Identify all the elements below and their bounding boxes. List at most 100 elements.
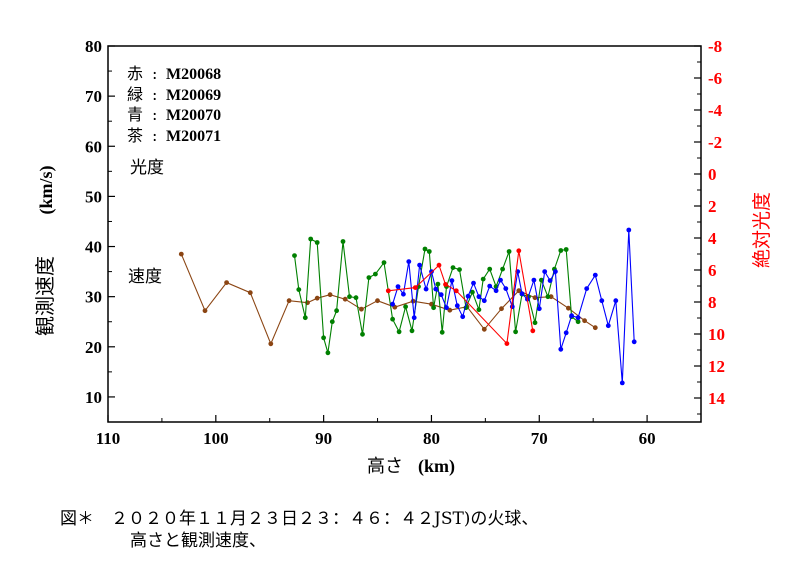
data-point-m20071 <box>375 298 380 304</box>
data-point-m20069 <box>532 320 538 326</box>
data-point-m20071 <box>314 295 320 301</box>
data-point-m20069 <box>480 276 486 282</box>
data-point-m20069 <box>506 249 512 254</box>
data-point-m20069 <box>325 350 331 356</box>
data-point-m20070 <box>613 298 619 304</box>
legend-sep: : <box>152 64 157 83</box>
x-axis-label-main: 高さ <box>367 456 403 477</box>
data-point-m20069 <box>390 316 395 322</box>
data-point-m20070 <box>619 380 625 386</box>
x-axis-label: 高さ (km) <box>367 456 455 477</box>
y2-tick-label: -2 <box>708 133 722 152</box>
legend-sep: : <box>152 126 157 145</box>
legend-label: 青 <box>127 105 143 124</box>
data-point-m20070 <box>433 286 439 292</box>
data-point-m20069 <box>487 266 493 272</box>
data-point-m20069 <box>302 315 308 321</box>
x-tick-label: 70 <box>531 429 548 448</box>
data-point-m20069 <box>470 289 475 295</box>
data-point-m20069 <box>314 240 320 245</box>
data-point-m20071 <box>447 307 453 313</box>
data-point-m20070 <box>503 286 509 291</box>
data-point-m20068 <box>436 262 442 268</box>
data-point-m20069 <box>321 335 326 341</box>
data-point-m20070 <box>599 298 605 304</box>
data-point-m20070 <box>626 227 632 233</box>
data-point-m20071 <box>224 280 230 285</box>
data-point-m20070 <box>563 330 569 336</box>
data-point-m20069 <box>292 253 297 258</box>
data-point-m20071 <box>481 326 487 332</box>
y2-tick-label: 8 <box>708 293 717 312</box>
y-tick-label: 80 <box>85 37 102 56</box>
data-point-m20071 <box>582 318 587 324</box>
y-axis-label: 観測速度 (km/s) <box>33 165 57 336</box>
caption-line-1: 図＊ ２０２０年１１月２３日２３：４６：４２JST)の火球、 <box>60 509 539 529</box>
y2-axis-label: 絶対光度 <box>751 192 773 268</box>
data-point-m20069 <box>366 275 372 280</box>
data-point-m20068 <box>453 288 459 294</box>
data-point-m20070 <box>423 286 429 292</box>
data-point-m20070 <box>411 315 417 321</box>
data-point-m20070 <box>498 277 503 283</box>
legend-label: 赤 <box>127 64 143 83</box>
data-point-m20069 <box>409 328 415 334</box>
data-point-m20069 <box>360 331 365 337</box>
y2-tick-label: 10 <box>708 325 725 344</box>
data-point-m20070 <box>519 291 525 297</box>
data-point-m20069 <box>539 277 544 283</box>
x-tick-label: 60 <box>639 429 656 448</box>
data-point-m20070 <box>454 303 460 309</box>
y2-tick-label: 6 <box>708 261 717 280</box>
y-tick-label: 30 <box>85 288 102 307</box>
data-point-m20070 <box>476 294 482 300</box>
data-point-m20071 <box>359 306 364 312</box>
data-point-m20071 <box>202 308 208 314</box>
data-point-m20071 <box>268 341 274 347</box>
data-point-m20070 <box>631 339 637 345</box>
data-point-m20070 <box>575 315 581 321</box>
data-point-m20068 <box>530 328 536 334</box>
data-point-m20070 <box>553 269 558 274</box>
y2-tick-label: -6 <box>708 69 722 88</box>
data-point-m20070 <box>569 313 574 319</box>
x-tick-label: 110 <box>96 429 121 448</box>
data-point-m20070 <box>542 269 548 274</box>
figure-caption: 図＊ ２０２０年１１月２３日２３：４６：４２JST)の火球、 高さと観測速度、 <box>60 508 780 552</box>
y2-axis-label-text: 絶対光度 <box>751 192 773 268</box>
y-tick-label: 50 <box>85 187 102 206</box>
data-point-m20070 <box>401 291 406 297</box>
data-point-m20069 <box>353 295 359 301</box>
y2-tick-label: -4 <box>708 101 723 120</box>
legend-sep: : <box>152 105 157 124</box>
legend-id: M20068 <box>166 66 221 83</box>
data-point-m20069 <box>329 319 335 325</box>
data-point-m20069 <box>396 329 402 335</box>
data-point-m20069 <box>403 304 408 310</box>
data-point-m20070 <box>531 277 537 283</box>
data-point-m20070 <box>493 288 499 294</box>
data-point-m20069 <box>545 294 551 300</box>
x-tick-label: 100 <box>203 429 229 448</box>
data-point-m20070 <box>536 306 542 312</box>
y-tick-label: 40 <box>85 238 102 257</box>
data-point-m20069 <box>476 307 482 313</box>
plot-frame <box>107 45 702 423</box>
data-point-m20070 <box>449 278 455 283</box>
data-point-m20070 <box>592 272 598 278</box>
series-group <box>178 227 637 386</box>
legend-label: 茶 <box>127 126 143 145</box>
legend-id: M20071 <box>166 128 221 145</box>
data-point-m20068 <box>504 341 510 346</box>
x-tick-labels: 110 100 90 80 70 60 <box>96 429 656 448</box>
data-point-m20068 <box>443 282 448 287</box>
y2-tick-label: 0 <box>708 165 717 184</box>
data-point-m20070 <box>547 278 553 283</box>
data-point-m20069 <box>381 260 387 265</box>
data-point-m20069 <box>558 248 564 253</box>
data-point-m20069 <box>431 305 436 311</box>
x-tick-label: 80 <box>423 429 440 448</box>
legend-id: M20069 <box>166 87 221 104</box>
x-axis-label-unit: (km) <box>418 456 455 477</box>
data-point-m20071 <box>178 251 184 257</box>
